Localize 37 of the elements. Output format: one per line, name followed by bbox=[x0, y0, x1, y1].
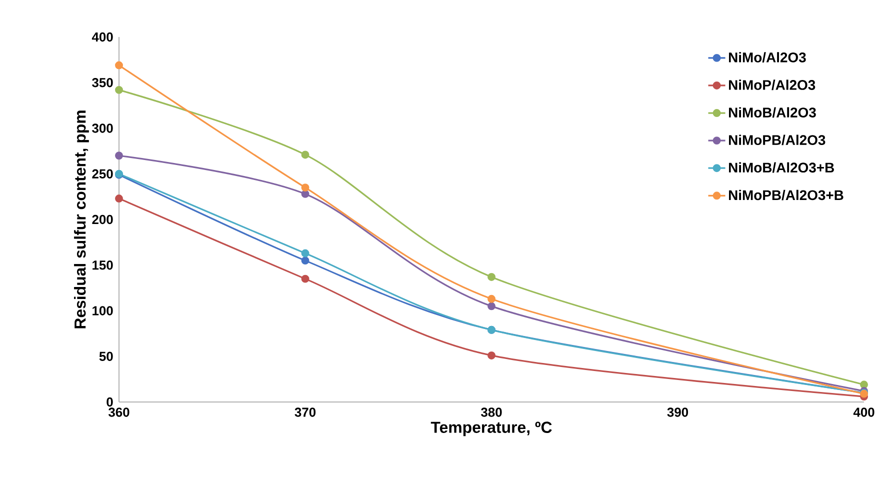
x-axis-title: Temperature, ºC bbox=[430, 422, 552, 436]
x-tick-label: 370 bbox=[294, 408, 316, 417]
y-tick-label: 150 bbox=[92, 260, 113, 270]
point bbox=[488, 294, 496, 303]
point bbox=[488, 302, 496, 310]
point bbox=[115, 86, 123, 94]
x-tick-label: 390 bbox=[667, 408, 688, 417]
point bbox=[301, 274, 310, 283]
point bbox=[488, 351, 496, 360]
x-tick-label: 400 bbox=[853, 408, 874, 417]
y-axis-title: Residual sulfur content, ppm bbox=[74, 110, 89, 328]
y-tick-label: 300 bbox=[92, 124, 113, 133]
point bbox=[301, 184, 310, 192]
legend-label: NiMoPB/Al2O3+B bbox=[728, 190, 844, 200]
legend-label: NiMoPB/Al2O3 bbox=[728, 134, 826, 146]
y-tick-label: 50 bbox=[99, 352, 113, 361]
y-tick-label: 250 bbox=[92, 169, 113, 178]
point bbox=[115, 61, 123, 70]
point bbox=[115, 194, 123, 202]
point bbox=[115, 152, 123, 160]
point bbox=[301, 256, 310, 265]
x-tick-label: 380 bbox=[480, 408, 502, 417]
y-tick-label: 100 bbox=[92, 306, 113, 316]
point bbox=[301, 249, 310, 258]
y-tick-label: 350 bbox=[92, 78, 113, 88]
point bbox=[860, 380, 868, 389]
y-tick-label: 0 bbox=[106, 397, 113, 407]
y-tick-label: 200 bbox=[92, 214, 113, 224]
point bbox=[488, 272, 496, 281]
y-tick-label: 400 bbox=[92, 32, 113, 42]
legend-label: NiMoB/Al2O3 bbox=[728, 107, 816, 118]
point bbox=[301, 150, 310, 159]
legend-label: NiMo/Al2O3 bbox=[728, 52, 806, 63]
legend-label: NiMoB/Al2O3+B bbox=[728, 162, 834, 173]
point bbox=[301, 190, 310, 198]
legend-label: NiMoP/Al2O3 bbox=[728, 80, 816, 90]
x-tick-label: 360 bbox=[108, 408, 130, 417]
